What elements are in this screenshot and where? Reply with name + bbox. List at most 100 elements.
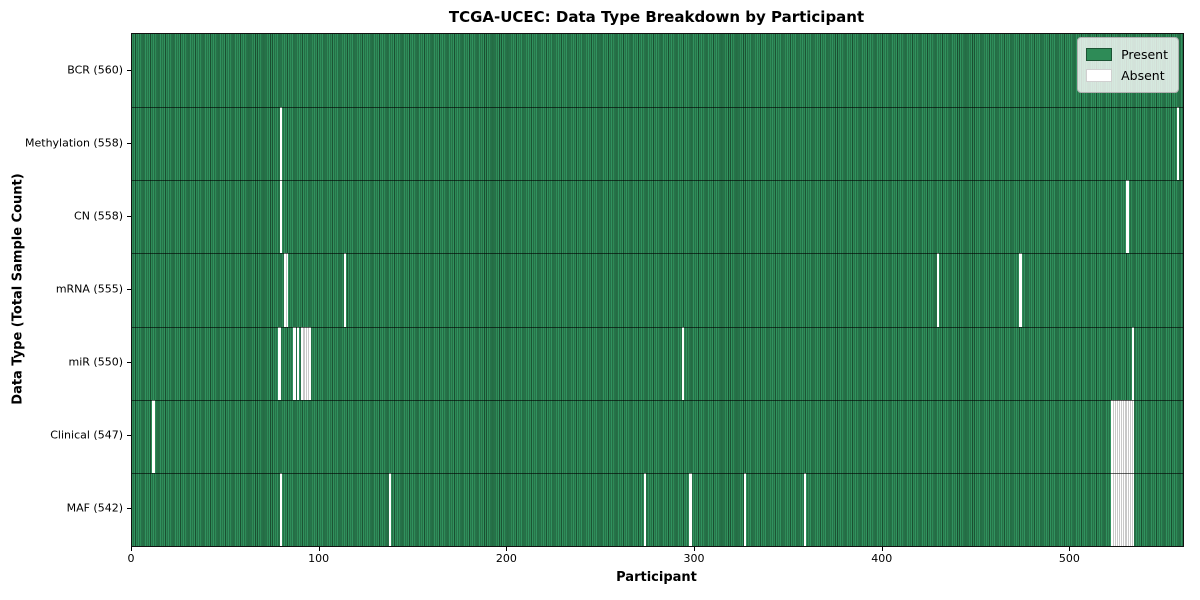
absent-cell [1117,399,1120,473]
absent-cell [689,472,692,546]
y-tick-mark [127,508,131,510]
absent-cell [308,326,311,400]
x-tick-mark [694,546,696,551]
absent-cell [644,472,647,546]
absent-cell [1128,399,1131,473]
absent-cell [283,253,287,327]
row-separator [132,326,1183,328]
absent-cell [1126,180,1129,254]
y-tick-mark [127,142,131,144]
heatmap-row-CN [132,180,1183,254]
x-tick-mark [506,546,508,551]
y-tick-mark [127,69,131,71]
plot-area [131,33,1184,547]
heatmap-row-Clinical [132,399,1183,473]
x-tick-label: 500 [1058,552,1080,565]
absent-cell [302,326,305,400]
absent-cell [681,326,685,400]
absent-cell [803,472,806,546]
absent-cell [1115,472,1118,546]
chart-title: TCGA-UCEC: Data Type Breakdown by Partic… [448,8,865,26]
y-tick-mark [127,289,131,290]
absent-cell [1115,399,1118,473]
heatmap-row-miR [132,326,1183,400]
y-tick-label: Clinical (547) [50,428,123,442]
absent-cell [1132,326,1135,400]
x-axis-label: Participant [616,570,697,585]
y-tick-label: BCR (560) [67,63,123,77]
absent-cell [278,326,281,400]
legend-swatch-present [1086,48,1113,61]
absent-cell [280,472,283,546]
absent-cell [1122,399,1126,473]
y-tick-mark [127,215,131,217]
absent-cell [743,472,746,546]
absent-cell [388,472,392,546]
x-tick-mark [131,546,132,551]
absent-cell [1126,472,1129,546]
x-tick-mark [881,546,883,551]
absent-cell [1130,399,1133,473]
absent-cell [304,326,307,400]
absent-cell [293,326,296,400]
y-tick-label: MAF (542) [66,501,123,515]
heatmap-row-MAF [132,472,1183,546]
absent-cell [152,399,155,473]
absent-cell [1124,399,1127,473]
row-separator [132,107,1183,109]
absent-cell [1124,472,1127,546]
absent-cell [343,253,347,327]
absent-cell [1120,399,1124,473]
absent-cell [1118,399,1122,473]
x-tick-mark [318,546,320,551]
absent-cell [285,253,289,327]
x-tick-label: 0 [127,552,135,565]
absent-cell [1118,472,1122,546]
y-tick-mark [127,362,131,364]
absent-cell [296,326,300,400]
x-tick-label: 200 [495,552,517,565]
absent-cell [1111,399,1114,473]
absent-cell [1113,472,1116,546]
absent-cell [1126,399,1129,473]
y-tick-label: mRNA (555) [55,282,123,296]
absent-cell [280,180,283,254]
y-tick-label: miR (550) [68,355,124,369]
absent-cell [1130,472,1133,546]
legend-item-absent: Absent [1086,65,1168,86]
absent-cell [1128,472,1131,546]
y-tick-mark [127,435,131,437]
x-tick-label: 100 [308,552,330,565]
absent-cell [1019,253,1022,327]
absent-cell [1111,472,1114,546]
y-axis-label: Data Type (Total Sample Count) [10,173,26,405]
x-tick-mark [1069,546,1071,551]
legend-label: Present [1121,47,1168,62]
legend-item-present: Present [1086,44,1168,65]
x-tick-label: 400 [871,552,893,565]
row-separator [132,399,1183,401]
y-tick-label: CN (558) [74,209,123,223]
legend: Present Absent [1077,37,1179,93]
absent-cell [1132,472,1135,546]
legend-label: Absent [1121,68,1165,83]
absent-cell [300,326,304,400]
absent-cell [936,253,940,327]
absent-cell [1120,472,1124,546]
row-separator [132,472,1183,474]
row-separator [132,180,1183,182]
y-tick-label: Methylation (558) [25,136,123,150]
absent-cell [1113,399,1116,473]
heatmap-row-BCR [132,34,1183,108]
heatmap-row-Methylation [132,107,1183,181]
row-separator [132,253,1183,255]
absent-cell [1117,472,1120,546]
legend-swatch-absent [1086,69,1113,82]
absent-cell [306,326,309,400]
x-tick-label: 300 [683,552,705,565]
absent-cell [1132,399,1135,473]
heatmap-row-mRNA [132,253,1183,327]
absent-cell [280,107,283,181]
absent-cell [1177,107,1180,181]
